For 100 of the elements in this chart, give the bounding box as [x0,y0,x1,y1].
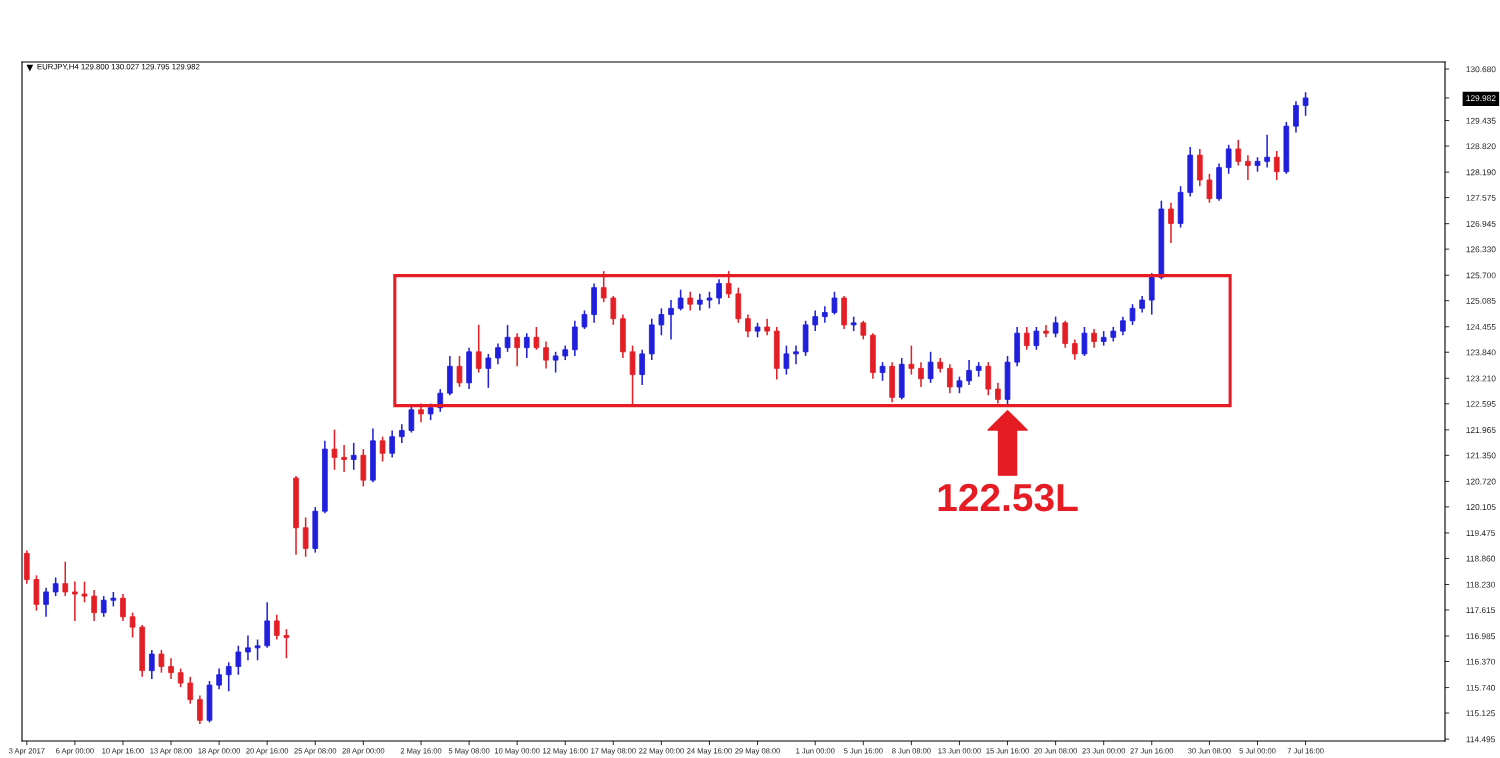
candlestick [1293,100,1299,134]
candlestick [995,382,1001,405]
candlestick [81,580,88,604]
candlestick [504,324,511,353]
candlestick [225,661,232,693]
y-tick-label: 115.740 [1466,684,1496,691]
y-tick-label: 130.680 [1466,66,1496,73]
candlestick [72,580,78,622]
y-tick-label: 121.350 [1466,452,1496,459]
candlestick [658,307,665,337]
y-tick-label: 122.595 [1466,400,1496,407]
candlestick [1062,320,1069,349]
y-tick-label: 121.965 [1466,427,1496,433]
candlestick [495,342,501,366]
candlestick [254,638,261,662]
candlestick [1168,202,1174,244]
candlestick [514,332,520,368]
candlestick [245,634,251,662]
candlestick [62,560,69,597]
candlestick [398,423,405,444]
candlestick [639,348,645,386]
y-tick-label: 123.840 [1466,349,1496,356]
candlestick [485,353,492,389]
candlestick [985,361,992,397]
candlestick [1072,338,1078,361]
candlestick [43,587,49,618]
candlestick [120,593,126,622]
candlestick [158,649,165,674]
candlestick [745,313,751,339]
y-tick-label: 128.820 [1466,143,1496,150]
candlestick [523,332,530,359]
candlestick [1033,326,1040,351]
candlestick [879,361,886,382]
y-tick-label: 116.370 [1466,658,1496,665]
candlestick [918,361,924,388]
candlestick [168,657,174,680]
candlestick [1081,326,1088,357]
candlestick [687,291,694,312]
y-tick-label: 129.435 [1466,117,1496,124]
y-tick-label: 120.720 [1466,478,1496,485]
candlestick [148,649,155,680]
candlestick [341,444,347,473]
y-tick-label: 125.085 [1466,297,1496,304]
candlestick [475,324,482,374]
candlestick [456,355,463,388]
candlestick [927,351,934,384]
candlestick [908,344,915,376]
candlestick [302,516,309,558]
y-tick-label: 116.985 [1466,633,1495,640]
candlestick [177,667,184,688]
y-tick-label: 129.982 [1466,95,1496,102]
candlestick [331,428,338,471]
candlestick [581,309,588,330]
y-tick-label: 118.860 [1466,555,1496,562]
candlestick [668,299,674,341]
y-tick-label: 128.190 [1466,169,1496,176]
candlestick [1129,303,1136,326]
candlestick [235,645,242,676]
candlestick [100,595,107,618]
candlestick [677,288,684,312]
candlestick [1120,315,1126,337]
candlestick [1148,272,1155,316]
candlestick [1302,91,1309,117]
candlestick [283,628,290,659]
y-tick-label: 119.475 [1466,530,1495,537]
candlestick [1235,139,1242,167]
candlestick [793,344,799,366]
candlestick [129,611,136,639]
candlestick [831,291,838,316]
y-tick-label: 118.230 [1466,581,1496,588]
candlestick [716,278,722,305]
candlestick [389,429,395,459]
candlestick [408,404,415,434]
candlestick [1023,326,1030,351]
y-tick-label: 126.945 [1466,220,1496,227]
candlestick [812,309,819,332]
candlestick [610,295,617,326]
candlestick [1273,150,1280,181]
y-tick-label: 123.210 [1466,375,1496,382]
candlestick [350,442,357,471]
y-tick-label: 126.330 [1466,246,1496,253]
annotation: 122.53L [938,483,1078,512]
candlestick [1225,144,1232,175]
candlestick [91,589,97,622]
y-tick-label: 120.105 [1466,504,1496,510]
candlestick [860,320,867,341]
y-tick-label: 114.495 [1466,736,1495,743]
candlestick [822,305,828,324]
candlestick [543,340,549,370]
y-tick-label: 125.700 [1466,272,1496,279]
candlestick [572,320,578,357]
y-tick-label: 117.615 [1466,607,1495,614]
candlestick [52,576,59,597]
candlestick [1091,328,1097,349]
candlestick [966,359,972,386]
candlestick [216,667,222,691]
candlestick [273,613,280,641]
candlestick [379,435,386,463]
y-tick-label: 115.125 [1466,710,1495,717]
candlestick [197,694,203,725]
